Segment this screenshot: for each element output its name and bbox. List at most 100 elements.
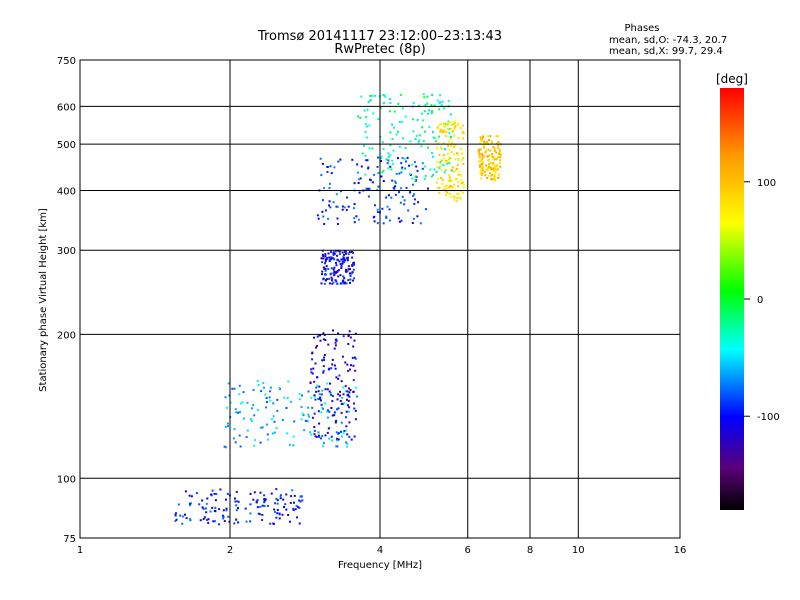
data-point — [219, 488, 222, 491]
data-point — [267, 438, 270, 441]
data-point — [353, 407, 356, 410]
data-point — [481, 136, 484, 139]
stats-o-mode: mean, sd,O: -74.3, 20.7 — [609, 35, 727, 46]
data-point — [414, 179, 417, 182]
data-point — [263, 494, 266, 497]
data-point — [250, 420, 253, 423]
data-point — [318, 397, 321, 400]
data-point — [324, 402, 327, 405]
data-point — [350, 272, 353, 275]
data-point — [430, 175, 433, 178]
data-point — [349, 278, 352, 281]
data-point — [237, 521, 240, 524]
data-point — [435, 147, 438, 150]
data-point — [401, 157, 404, 160]
data-point — [462, 131, 465, 134]
y-tick-label: 300 — [57, 246, 76, 257]
data-point — [276, 512, 279, 515]
data-point — [376, 165, 379, 168]
y-tick-label: 100 — [57, 474, 76, 485]
data-point — [237, 507, 239, 510]
data-point — [480, 160, 482, 162]
data-point — [235, 490, 238, 493]
data-point — [422, 119, 424, 122]
data-point — [257, 512, 260, 515]
data-point — [275, 497, 278, 500]
data-point — [184, 490, 187, 493]
data-point — [446, 191, 449, 194]
data-point — [423, 165, 426, 168]
data-point — [457, 181, 460, 183]
data-point — [340, 190, 342, 193]
data-point — [369, 178, 371, 181]
data-point — [292, 444, 295, 447]
data-point — [195, 492, 198, 495]
data-point — [489, 161, 492, 164]
data-point — [329, 165, 332, 168]
data-point — [318, 385, 321, 388]
data-point — [321, 406, 324, 409]
data-point — [411, 163, 414, 166]
data-point — [350, 251, 353, 253]
data-point — [295, 504, 298, 507]
data-point — [347, 268, 350, 271]
data-point — [439, 165, 442, 168]
data-point — [329, 206, 332, 209]
data-point — [274, 502, 277, 505]
data-point — [483, 146, 486, 149]
data-point — [421, 112, 424, 115]
data-point — [322, 332, 325, 335]
data-point — [488, 139, 490, 142]
data-point — [494, 171, 497, 174]
data-point — [364, 130, 367, 133]
data-point — [485, 168, 488, 171]
data-point — [440, 147, 443, 150]
data-point — [403, 157, 406, 160]
data-point — [237, 500, 240, 503]
stats-x-mode: mean, sd,X: 99.7, 29.4 — [609, 46, 723, 57]
data-point — [448, 132, 451, 135]
data-point — [460, 182, 463, 185]
data-point — [357, 182, 360, 184]
data-point — [481, 154, 484, 157]
data-point — [263, 505, 266, 508]
data-point — [296, 516, 298, 519]
data-point — [307, 390, 310, 393]
data-point — [325, 265, 328, 268]
data-point — [398, 191, 400, 194]
data-point — [262, 382, 265, 385]
data-point — [386, 162, 389, 165]
data-point — [331, 439, 334, 442]
data-point — [453, 199, 456, 202]
data-point — [462, 157, 465, 159]
data-point — [322, 445, 324, 448]
data-point — [489, 172, 491, 175]
data-point — [356, 163, 359, 166]
data-point — [389, 165, 392, 168]
data-point — [457, 185, 460, 188]
data-point — [342, 256, 345, 259]
data-point — [332, 201, 335, 204]
data-point — [289, 520, 291, 523]
data-point — [316, 376, 319, 379]
data-point — [330, 367, 333, 370]
data-point — [234, 408, 237, 411]
data-point — [380, 155, 383, 158]
data-point — [292, 435, 295, 438]
data-point — [459, 197, 462, 200]
data-point — [268, 396, 271, 399]
data-point — [400, 187, 403, 190]
data-point — [478, 152, 481, 155]
data-point — [342, 393, 345, 396]
data-point — [245, 520, 248, 523]
data-point — [388, 219, 391, 222]
data-point — [401, 166, 404, 169]
data-point — [395, 133, 398, 136]
data-point — [489, 174, 492, 177]
data-point — [328, 260, 331, 263]
data-point — [322, 338, 325, 341]
data-point — [275, 427, 278, 429]
data-point — [337, 332, 340, 335]
data-point — [354, 357, 357, 360]
data-point — [326, 388, 329, 391]
